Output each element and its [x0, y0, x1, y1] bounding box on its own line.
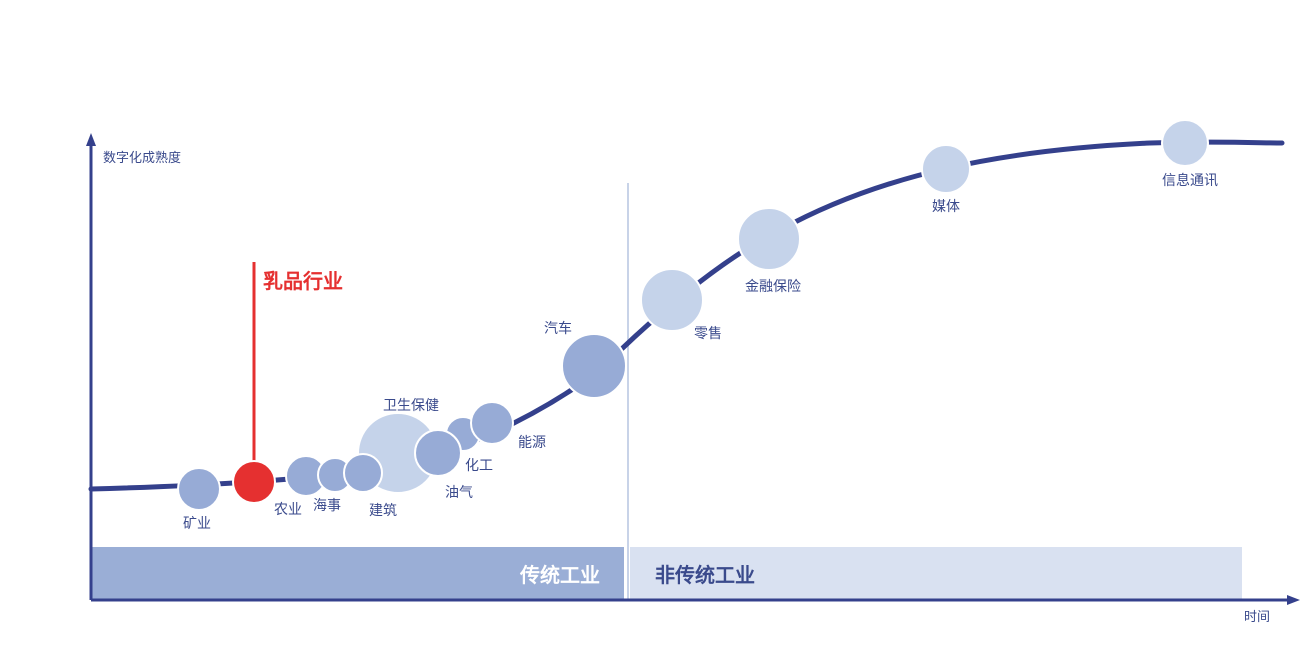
bubble-finance-insurance — [737, 207, 801, 271]
label-oil-gas: 油气 — [445, 485, 473, 501]
x-axis-arrow — [1287, 595, 1300, 605]
band-non-traditional-label: 非传统工业 — [655, 563, 755, 587]
label-retail: 零售 — [694, 326, 722, 342]
y-axis-arrow — [86, 133, 96, 146]
bubble-ict — [1161, 119, 1209, 167]
y-axis-label: 数字化成熟度 — [103, 150, 181, 166]
bubble-mining — [177, 467, 221, 511]
bubble-automotive — [561, 333, 627, 399]
bubble-construction — [343, 453, 383, 493]
bubble-oil-gas — [414, 429, 462, 477]
label-chemical: 化工 — [465, 458, 493, 474]
highlight-label: 乳品行业 — [263, 269, 343, 293]
label-agriculture: 农业 — [274, 502, 302, 518]
bubble-retail — [640, 268, 704, 332]
band-non-traditional — [630, 547, 1242, 600]
band-traditional-label: 传统工业 — [519, 563, 600, 587]
label-energy: 能源 — [518, 435, 546, 451]
label-maritime: 海事 — [313, 498, 341, 514]
bubble-energy — [470, 401, 514, 445]
label-healthcare: 卫生保健 — [383, 398, 439, 414]
label-mining: 矿业 — [183, 516, 211, 532]
bubble-media — [921, 144, 971, 194]
label-media: 媒体 — [932, 199, 960, 215]
label-automotive: 汽车 — [544, 320, 572, 337]
label-finance-insurance: 金融保险 — [745, 279, 801, 295]
bubble-dairy[interactable] — [232, 460, 276, 504]
band-traditional — [91, 547, 624, 600]
label-ict: 信息通讯 — [1162, 172, 1218, 189]
x-axis-label: 时间 — [1244, 610, 1270, 625]
label-construction: 建筑 — [369, 503, 397, 519]
